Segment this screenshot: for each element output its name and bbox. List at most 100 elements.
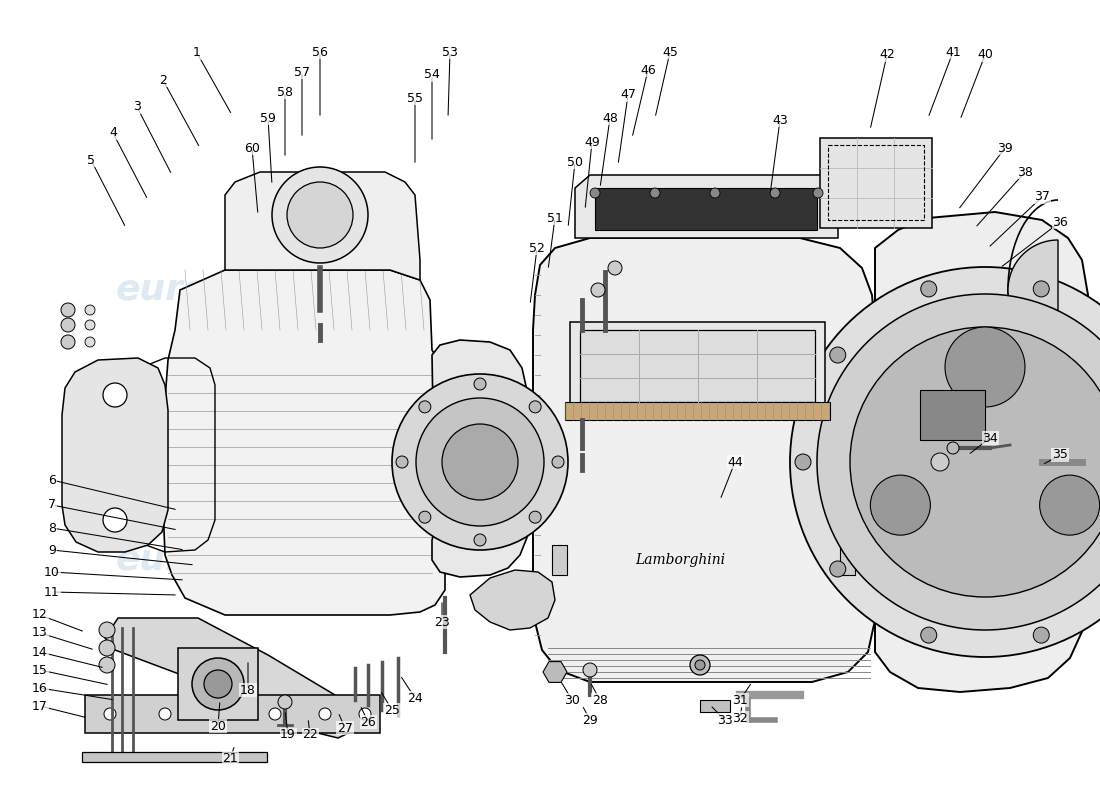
Circle shape — [204, 670, 232, 698]
Circle shape — [392, 374, 568, 550]
Circle shape — [272, 167, 368, 263]
Text: eurospares: eurospares — [116, 543, 344, 577]
Circle shape — [770, 188, 780, 198]
Circle shape — [474, 378, 486, 390]
Circle shape — [99, 640, 116, 656]
Text: 40: 40 — [977, 49, 993, 62]
Circle shape — [650, 188, 660, 198]
Circle shape — [947, 442, 959, 454]
Bar — [565, 402, 830, 420]
Text: 13: 13 — [32, 626, 48, 639]
Text: 32: 32 — [733, 711, 748, 725]
Circle shape — [813, 188, 823, 198]
Circle shape — [710, 188, 720, 198]
Text: 12: 12 — [32, 609, 48, 622]
Text: 11: 11 — [44, 586, 59, 598]
Text: eurospares: eurospares — [565, 543, 794, 577]
Circle shape — [416, 398, 544, 526]
Text: eurospares: eurospares — [116, 273, 344, 307]
Text: 29: 29 — [582, 714, 598, 726]
Polygon shape — [162, 270, 446, 615]
Text: 28: 28 — [592, 694, 608, 706]
Text: 48: 48 — [602, 111, 618, 125]
Circle shape — [795, 454, 811, 470]
Text: 8: 8 — [48, 522, 56, 534]
Polygon shape — [226, 172, 420, 280]
Bar — [85, 695, 379, 733]
Bar — [840, 545, 855, 575]
Circle shape — [474, 534, 486, 546]
Text: 54: 54 — [425, 69, 440, 82]
Circle shape — [608, 261, 622, 275]
Text: 43: 43 — [772, 114, 788, 126]
Circle shape — [921, 281, 937, 297]
Text: 55: 55 — [407, 91, 424, 105]
Text: 26: 26 — [360, 715, 376, 729]
Text: 59: 59 — [260, 111, 276, 125]
Text: Lamborghini: Lamborghini — [635, 553, 725, 567]
Circle shape — [529, 511, 541, 523]
Polygon shape — [575, 175, 838, 238]
Text: 49: 49 — [584, 135, 600, 149]
Bar — [82, 752, 267, 762]
Text: 45: 45 — [662, 46, 678, 58]
Circle shape — [270, 708, 280, 720]
Text: 53: 53 — [442, 46, 458, 58]
Text: 35: 35 — [1052, 449, 1068, 462]
Circle shape — [319, 708, 331, 720]
Polygon shape — [874, 212, 1090, 692]
Text: 30: 30 — [564, 694, 580, 706]
Circle shape — [160, 708, 170, 720]
Circle shape — [790, 267, 1100, 657]
Wedge shape — [1008, 240, 1058, 340]
Circle shape — [529, 401, 541, 413]
Circle shape — [103, 383, 127, 407]
Text: 22: 22 — [302, 729, 318, 742]
Circle shape — [690, 655, 710, 675]
Circle shape — [103, 508, 127, 532]
Circle shape — [85, 305, 95, 315]
Text: 9: 9 — [48, 543, 56, 557]
Text: 33: 33 — [717, 714, 733, 726]
Circle shape — [104, 708, 116, 720]
Bar — [570, 322, 825, 412]
Bar — [820, 138, 932, 228]
Text: 16: 16 — [32, 682, 48, 694]
Text: 14: 14 — [32, 646, 48, 658]
Text: 56: 56 — [312, 46, 328, 58]
Text: 57: 57 — [294, 66, 310, 78]
Text: 31: 31 — [733, 694, 748, 706]
Polygon shape — [543, 662, 566, 682]
Circle shape — [870, 475, 931, 535]
Circle shape — [419, 511, 431, 523]
Text: 58: 58 — [277, 86, 293, 98]
Text: 24: 24 — [407, 691, 422, 705]
Polygon shape — [470, 570, 556, 630]
Circle shape — [85, 337, 95, 347]
Text: 17: 17 — [32, 699, 48, 713]
Text: 18: 18 — [240, 683, 256, 697]
Polygon shape — [104, 618, 360, 738]
Text: eurospares: eurospares — [565, 273, 794, 307]
Circle shape — [850, 327, 1100, 597]
Circle shape — [829, 347, 846, 363]
Circle shape — [442, 424, 518, 500]
Text: 7: 7 — [48, 498, 56, 511]
Circle shape — [921, 627, 937, 643]
Circle shape — [192, 658, 244, 710]
Circle shape — [583, 663, 597, 677]
Circle shape — [359, 708, 371, 720]
Text: 39: 39 — [997, 142, 1013, 154]
Polygon shape — [432, 340, 530, 577]
Text: 41: 41 — [945, 46, 961, 58]
Circle shape — [931, 453, 949, 471]
Text: 3: 3 — [133, 101, 141, 114]
Text: 37: 37 — [1034, 190, 1049, 203]
Circle shape — [1040, 475, 1100, 535]
Text: 1: 1 — [194, 46, 201, 59]
Circle shape — [1033, 281, 1049, 297]
Text: 36: 36 — [1052, 215, 1068, 229]
Bar — [828, 145, 924, 220]
Text: 46: 46 — [640, 63, 656, 77]
Text: 15: 15 — [32, 663, 48, 677]
